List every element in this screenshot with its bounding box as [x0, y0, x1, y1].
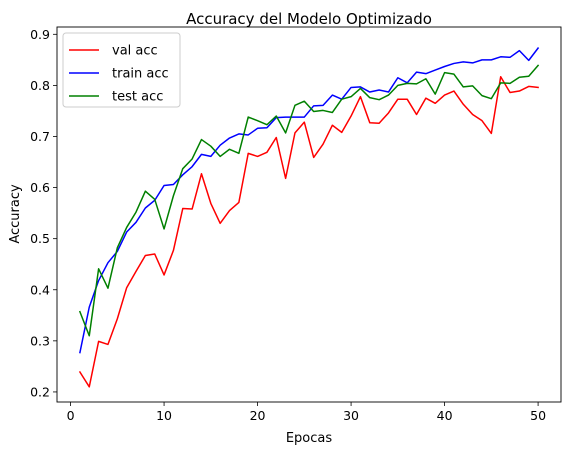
series-line-val-acc — [78, 75, 539, 388]
y-tick-label: 0.5 — [30, 231, 50, 246]
legend-box — [62, 32, 181, 108]
plot-frame — [56, 26, 562, 403]
series-line-test-acc — [78, 64, 540, 337]
x-tick-label: 0 — [67, 408, 75, 423]
y-tick-label: 0.8 — [30, 78, 50, 93]
ticks: 0 10 20 30 40 50 0.2 0.3 0.4 0.5 0.6 0.7 0.8 0.9 — [30, 27, 546, 423]
x-tick-label: 20 — [250, 408, 266, 423]
y-tick-label: 0.7 — [30, 129, 50, 144]
chart-title: Accuracy del Modelo Optimizado — [186, 10, 432, 28]
x-tick-label: 30 — [343, 408, 359, 423]
legend: val acc train acc test acc — [62, 32, 181, 108]
series-line-train-acc — [79, 47, 540, 354]
x-axis-label: Epocas — [286, 431, 333, 446]
x-tick-label: 40 — [437, 408, 453, 423]
y-tick-label: 0.2 — [30, 384, 50, 399]
legend-label: train acc — [112, 67, 169, 82]
x-tick-label: 10 — [156, 408, 172, 423]
y-tick-label: 0.9 — [30, 27, 50, 42]
y-axis-label: Accuracy — [8, 184, 23, 244]
axes — [56, 26, 562, 403]
y-tick-label: 0.4 — [30, 282, 50, 297]
y-tick-label: 0.6 — [30, 180, 50, 195]
y-tick-label: 0.3 — [30, 333, 50, 348]
series-lines — [78, 47, 540, 388]
x-tick-label: 50 — [530, 408, 546, 423]
legend-label: test acc — [112, 90, 163, 105]
legend-label: val acc — [112, 44, 158, 59]
